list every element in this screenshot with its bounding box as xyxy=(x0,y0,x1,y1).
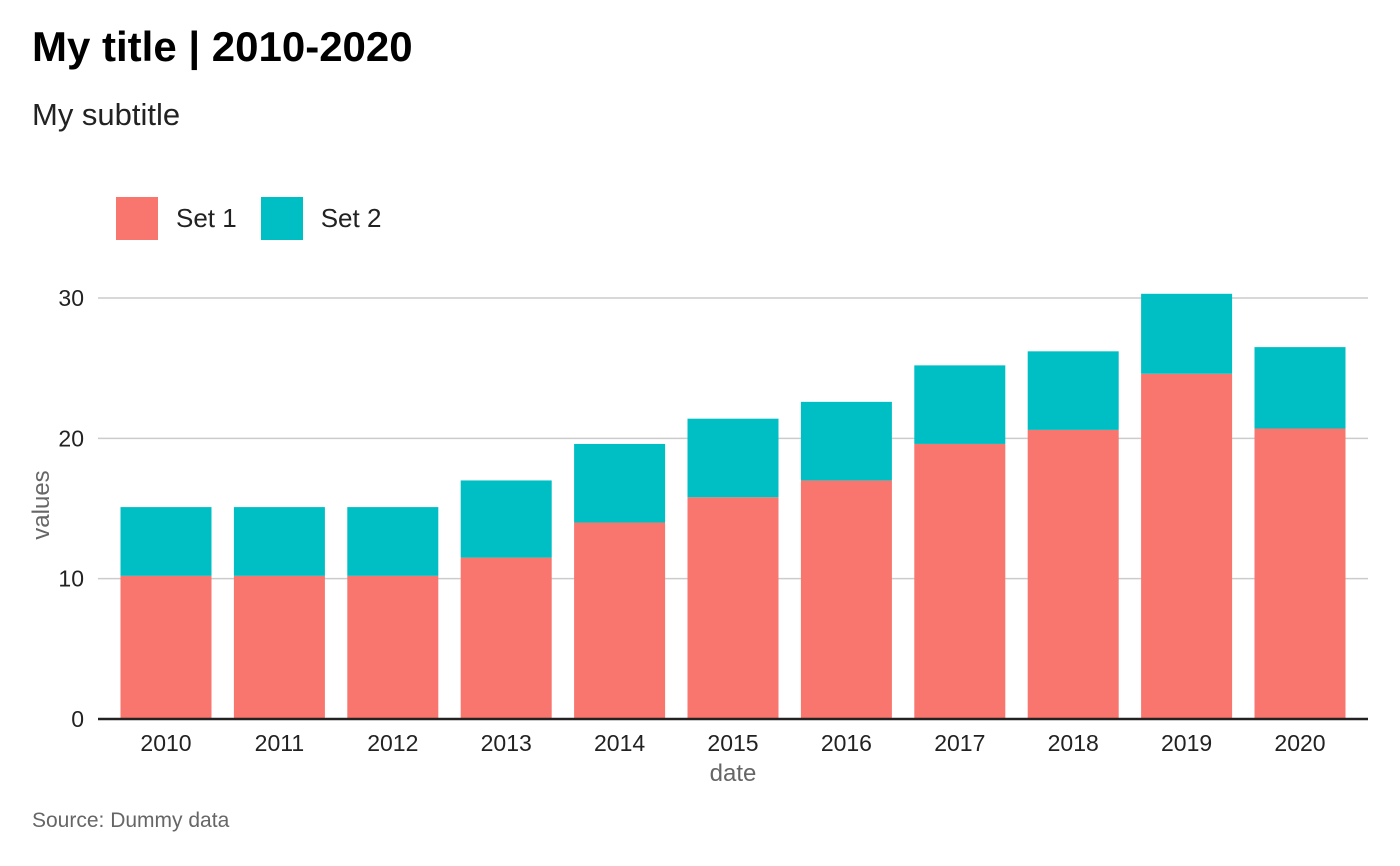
bar-2012-set-1 xyxy=(347,575,439,719)
bar-2020-set-2 xyxy=(1254,347,1346,429)
bar-2014-set-2 xyxy=(574,443,666,523)
legend-item-set-2: Set 2 xyxy=(260,197,382,240)
bar-2015-set-2 xyxy=(687,418,779,498)
bar-2013-set-1 xyxy=(460,557,552,719)
x-tick-label-2011: 2011 xyxy=(255,730,304,756)
bar-2016-set-2 xyxy=(800,401,892,481)
bar-2010-set-1 xyxy=(120,575,212,719)
x-tick-label-2014: 2014 xyxy=(594,730,645,756)
legend-label-set-2: Set 2 xyxy=(320,203,382,233)
bar-2017-set-1 xyxy=(914,443,1006,719)
x-tick-label-2015: 2015 xyxy=(707,730,758,756)
legend-swatch-set-1 xyxy=(116,197,158,240)
bar-2013-set-2 xyxy=(460,480,552,558)
x-tick-label-2016: 2016 xyxy=(821,730,872,756)
x-tick-label-2017: 2017 xyxy=(934,730,985,756)
x-tick-label-2020: 2020 xyxy=(1274,730,1325,756)
chart-subtitle: My subtitle xyxy=(32,97,181,132)
legend-item-set-1: Set 1 xyxy=(116,197,237,240)
bar-2014-set-1 xyxy=(574,522,666,719)
x-tick-label-2019: 2019 xyxy=(1161,730,1212,756)
bar-2010-set-2 xyxy=(120,507,212,576)
bar-2011-set-2 xyxy=(233,507,325,576)
x-axis-title: date xyxy=(710,760,757,787)
legend-swatch-set-2 xyxy=(260,197,303,240)
bar-2015-set-1 xyxy=(687,497,779,719)
bar-2016-set-1 xyxy=(800,480,892,719)
x-tick-label-2013: 2013 xyxy=(481,730,532,756)
bar-2018-set-2 xyxy=(1027,351,1119,430)
x-tick-label-2018: 2018 xyxy=(1048,730,1099,756)
y-tick-label-20: 20 xyxy=(58,425,84,451)
legend-label-set-1: Set 1 xyxy=(176,203,237,233)
bars xyxy=(120,293,1346,719)
axes: 0 10 20 30 2010 2011 2012 2013 2014 2015 2016 2017 2… xyxy=(58,285,1368,756)
x-tick-label-2010: 2010 xyxy=(140,730,191,756)
y-tick-label-30: 30 xyxy=(58,285,84,311)
bar-2019-set-1 xyxy=(1141,373,1233,719)
bar-2011-set-1 xyxy=(233,575,325,719)
y-tick-label-0: 0 xyxy=(71,706,84,732)
bar-2018-set-1 xyxy=(1027,429,1119,719)
x-tick-label-2012: 2012 xyxy=(367,730,418,756)
chart-title: My title | 2010-2020 xyxy=(32,23,413,70)
y-axis-title: values xyxy=(28,470,55,539)
bar-2017-set-2 xyxy=(914,365,1006,444)
legend: Set 1 Set 2 xyxy=(116,197,405,240)
source-caption: Source: Dummy data xyxy=(32,809,230,832)
bar-2012-set-2 xyxy=(347,507,439,576)
bar-2019-set-2 xyxy=(1141,293,1233,374)
y-tick-label-10: 10 xyxy=(58,566,84,592)
bar-2020-set-1 xyxy=(1254,428,1346,719)
